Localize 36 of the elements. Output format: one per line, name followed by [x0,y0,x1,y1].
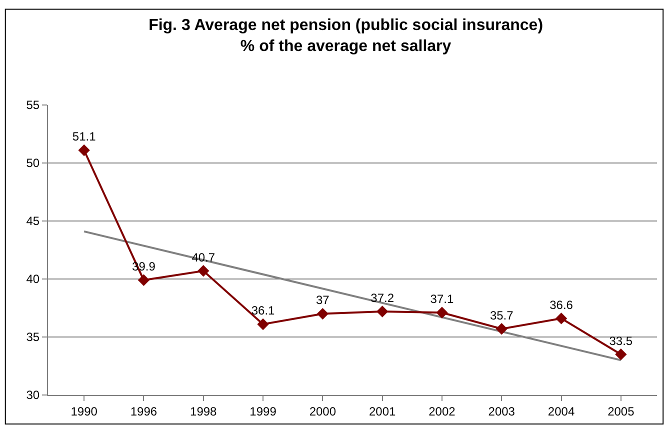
x-tick-label: 2002 [428,404,456,418]
x-tick-label: 2003 [488,404,516,418]
point [138,274,150,286]
point [316,308,329,320]
x-tick-label: 2004 [548,404,575,418]
y-tick-label: 35 [26,330,40,344]
point [555,312,568,324]
point [78,144,90,156]
point [436,306,448,318]
data-label: 40.7 [192,250,216,264]
chart-title: Fig. 3 Average net pension (public social insurance) % of the average net sallary [148,17,544,55]
y-tick-label: 55 [26,98,40,112]
x-tick-label: 1999 [250,404,277,418]
data-label: 35.7 [490,308,514,322]
data-label: 36.6 [550,298,574,312]
point [257,318,269,330]
y-tick-label: 50 [26,156,40,170]
data-label: 36.1 [251,304,276,318]
data-label: 33.5 [609,334,633,348]
x-tick-label: 2000 [309,404,336,418]
point [615,348,627,360]
x-tick-label: 1996 [130,404,158,418]
point [198,265,210,277]
y-tick-label: 30 [26,388,40,402]
data-label: 37.2 [370,290,394,305]
x-tick-label: 2005 [608,404,635,418]
data-label: 37.1 [430,292,454,306]
y-tick-label: 45 [26,214,40,228]
point [376,306,388,318]
x-tick-label: 1990 [70,404,98,418]
point [496,323,508,335]
x-tick-label: 1998 [190,404,218,418]
x-tick-label: 2001 [368,404,396,418]
data-label: 51.1 [72,130,96,144]
data-label: 37 [316,293,330,308]
y-tick-label: 40 [26,272,40,286]
